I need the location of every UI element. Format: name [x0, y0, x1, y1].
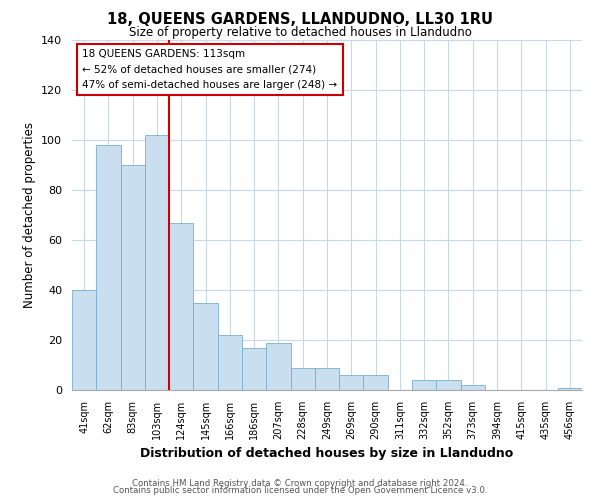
Bar: [218, 335, 242, 390]
Bar: [339, 375, 364, 390]
Text: 18, QUEENS GARDENS, LLANDUDNO, LL30 1RU: 18, QUEENS GARDENS, LLANDUDNO, LL30 1RU: [107, 12, 493, 28]
Bar: [169, 222, 193, 390]
Text: Contains HM Land Registry data © Crown copyright and database right 2024.: Contains HM Land Registry data © Crown c…: [132, 478, 468, 488]
Bar: [290, 368, 315, 390]
Bar: [412, 380, 436, 390]
Text: Contains public sector information licensed under the Open Government Licence v3: Contains public sector information licen…: [113, 486, 487, 495]
Bar: [242, 348, 266, 390]
Bar: [193, 302, 218, 390]
Text: Size of property relative to detached houses in Llandudno: Size of property relative to detached ho…: [128, 26, 472, 39]
Bar: [72, 290, 96, 390]
Bar: [145, 135, 169, 390]
Bar: [436, 380, 461, 390]
Bar: [121, 165, 145, 390]
Bar: [558, 388, 582, 390]
Text: 18 QUEENS GARDENS: 113sqm
← 52% of detached houses are smaller (274)
47% of semi: 18 QUEENS GARDENS: 113sqm ← 52% of detac…: [82, 49, 337, 90]
Bar: [461, 385, 485, 390]
Bar: [315, 368, 339, 390]
Y-axis label: Number of detached properties: Number of detached properties: [23, 122, 35, 308]
Bar: [364, 375, 388, 390]
X-axis label: Distribution of detached houses by size in Llandudno: Distribution of detached houses by size …: [140, 448, 514, 460]
Bar: [266, 342, 290, 390]
Bar: [96, 145, 121, 390]
